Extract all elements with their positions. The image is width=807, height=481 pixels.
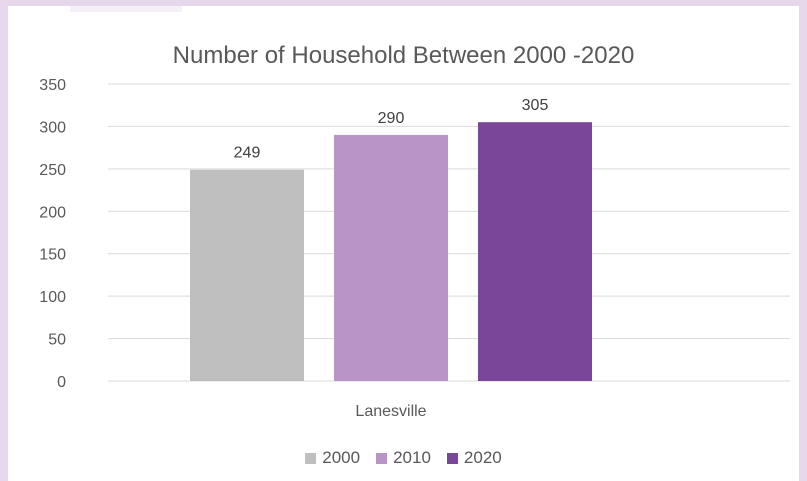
chart-legend: 2000 2010 2020 bbox=[8, 448, 799, 468]
y-tick-label: 300 bbox=[39, 119, 66, 136]
legend-item-2020: 2020 bbox=[446, 448, 502, 468]
y-tick-label: 250 bbox=[39, 162, 66, 179]
legend-label: 2000 bbox=[322, 448, 361, 467]
legend-swatch bbox=[446, 452, 458, 464]
y-tick-label: 0 bbox=[57, 374, 66, 391]
tab-strip bbox=[70, 6, 182, 12]
y-tick-label: 150 bbox=[39, 247, 66, 264]
legend-label: 2020 bbox=[463, 448, 502, 467]
y-tick-label: 100 bbox=[39, 289, 66, 306]
chart-panel: Number of Household Between 2000 -2020 0… bbox=[8, 6, 799, 481]
y-tick-label: 200 bbox=[39, 204, 66, 221]
legend-swatch bbox=[376, 452, 388, 464]
bar-2010 bbox=[334, 134, 448, 381]
legend-item-2010: 2010 bbox=[376, 448, 431, 468]
legend-swatch bbox=[305, 452, 317, 464]
legend-item-2000: 2000 bbox=[305, 448, 360, 468]
bar-2020 bbox=[478, 122, 592, 381]
bar-chart: 0 50 100 150 200 250 300 350 249 290 305 Lanesville bbox=[39, 77, 790, 420]
y-tick-label: 350 bbox=[39, 77, 66, 94]
data-label-2010: 290 bbox=[378, 110, 405, 127]
legend-label: 2010 bbox=[393, 448, 431, 467]
bar-2000 bbox=[190, 169, 304, 381]
y-tick-label: 50 bbox=[48, 332, 66, 349]
data-label-2020: 305 bbox=[522, 97, 549, 114]
chart-title: Number of Household Between 2000 -2020 bbox=[172, 42, 635, 69]
x-category-label: Lanesville bbox=[355, 403, 426, 420]
data-label-2000: 249 bbox=[234, 145, 261, 162]
